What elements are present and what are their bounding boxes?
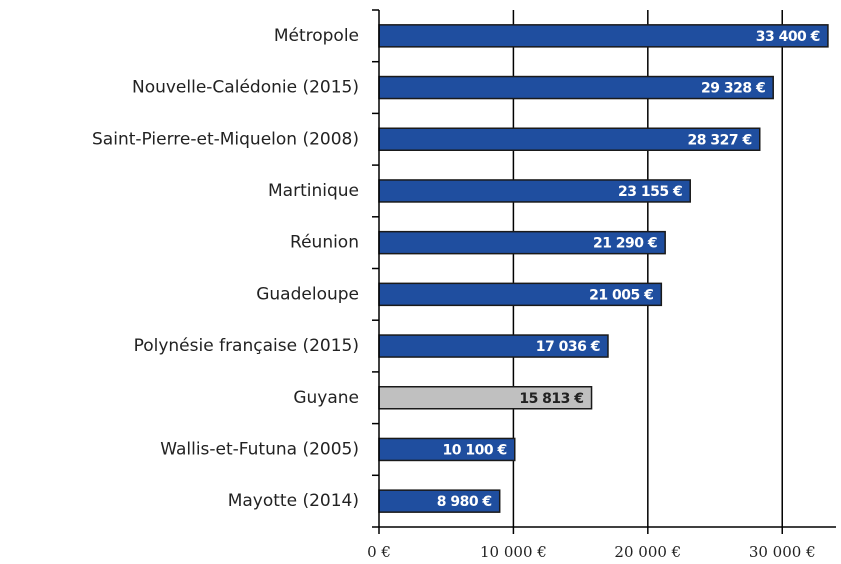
value-label: 10 100 €: [443, 442, 507, 458]
x-tick-label: 10 000 €: [480, 543, 547, 561]
y-tick-label: Saint-Pierre-et-Miquelon (2008): [92, 129, 359, 149]
y-tick-label: Wallis-et-Futuna (2005): [160, 439, 359, 459]
value-label: 17 036 €: [536, 339, 600, 355]
x-tick-label: 20 000 €: [614, 543, 681, 561]
value-label: 21 005 €: [589, 287, 653, 303]
value-label: 15 813 €: [519, 391, 583, 407]
y-tick-label: Guadeloupe: [256, 284, 359, 304]
value-label: 8 980 €: [437, 494, 492, 510]
y-tick-label: Mayotte (2014): [228, 491, 359, 511]
value-label: 21 290 €: [593, 236, 657, 252]
y-tick-label: Guyane: [293, 388, 359, 408]
y-tick-label: Métropole: [274, 26, 359, 46]
value-label: 33 400 €: [756, 29, 820, 45]
y-tick-label: Polynésie française (2015): [134, 336, 359, 356]
y-tick-label: Réunion: [290, 233, 359, 253]
y-tick-label: Nouvelle-Calédonie (2015): [132, 78, 359, 98]
x-tick-label: 30 000 €: [749, 543, 816, 561]
value-label: 28 327 €: [688, 132, 752, 148]
y-tick-label: Martinique: [268, 181, 359, 201]
value-label: 23 155 €: [618, 184, 682, 200]
value-label: 29 328 €: [701, 81, 765, 97]
x-tick-label: 0 €: [367, 543, 391, 561]
